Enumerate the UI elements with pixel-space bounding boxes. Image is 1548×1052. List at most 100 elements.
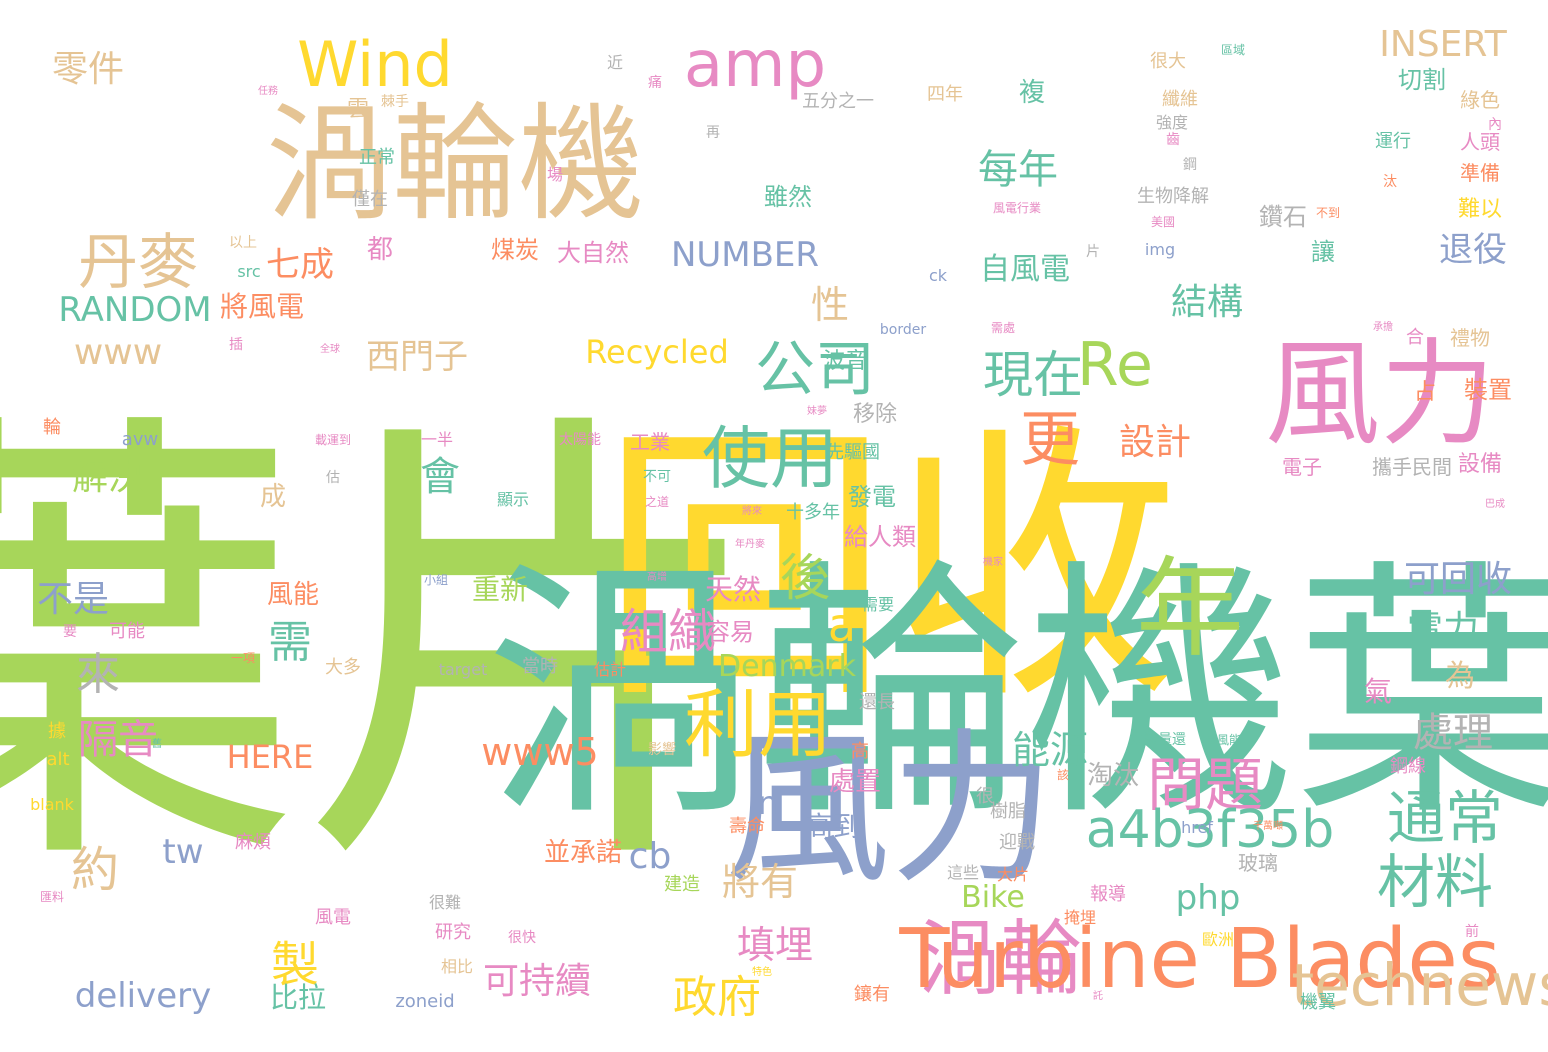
- word: 玻璃: [1238, 851, 1278, 875]
- word: 大自然: [557, 239, 629, 267]
- word: 處理: [1413, 710, 1493, 756]
- word: 難以: [1457, 197, 1503, 222]
- word: 給人類: [844, 523, 916, 551]
- word: 自風電: [980, 252, 1070, 287]
- word: 材料: [1376, 848, 1494, 916]
- word: 場: [546, 165, 564, 184]
- word: 載運到: [314, 433, 352, 447]
- word: 比拉: [269, 981, 327, 1014]
- word: 年丹麥: [735, 539, 765, 550]
- word: 利用: [684, 682, 832, 768]
- word: Wind: [297, 28, 453, 101]
- word: a4b3f35b: [1085, 800, 1335, 860]
- word: 片: [1086, 244, 1100, 260]
- word: 容易: [706, 618, 754, 646]
- word: www5: [481, 730, 599, 774]
- word: 估計: [593, 660, 627, 679]
- word: cb: [628, 836, 672, 877]
- word: 強度: [1155, 113, 1189, 132]
- word: 託: [1093, 991, 1103, 1002]
- word: www: [73, 332, 163, 373]
- word: 移除: [852, 402, 898, 427]
- word: 設備: [1457, 452, 1503, 477]
- word: 退役: [1439, 230, 1507, 270]
- word: 顯示: [496, 490, 530, 509]
- word: 約: [70, 842, 120, 898]
- word: 電力: [1406, 609, 1480, 650]
- word: 複: [1018, 78, 1046, 108]
- word: 機家: [983, 557, 1003, 568]
- word: 機翼: [1300, 992, 1336, 1013]
- word: 很快: [508, 930, 536, 946]
- word: 研究: [435, 922, 471, 943]
- word: 巴成: [1485, 499, 1505, 510]
- word: HERE: [226, 738, 314, 776]
- word: 內: [1488, 117, 1502, 133]
- word: 後: [780, 549, 830, 607]
- word: 結構: [1170, 282, 1244, 323]
- word: 波音: [822, 349, 868, 374]
- word: Turbine Blades: [899, 912, 1501, 1007]
- word: 高到: [804, 810, 862, 843]
- word: 使用: [701, 420, 839, 499]
- word: 重新: [471, 573, 529, 606]
- word: 現在: [983, 346, 1083, 404]
- word: Bike: [961, 880, 1025, 915]
- word: 生物降解: [1137, 186, 1209, 207]
- word: 可回收: [1403, 559, 1513, 600]
- word: 迎戰: [999, 832, 1035, 853]
- word: 高: [851, 741, 869, 762]
- word: 妹夢: [807, 406, 827, 417]
- word: NUMBER: [670, 235, 820, 275]
- word: 七成: [266, 245, 334, 285]
- word: 人頭: [1460, 130, 1500, 154]
- word: 大多: [325, 657, 361, 678]
- word: href: [1181, 818, 1213, 837]
- word: 四年: [927, 84, 963, 105]
- word: 渦輪: [917, 912, 1083, 1007]
- word: 準備: [1460, 161, 1500, 185]
- word: 前: [1465, 924, 1479, 940]
- word: 風力: [1264, 327, 1496, 462]
- word: 安裝量還: [1130, 732, 1186, 748]
- word: 近: [606, 53, 624, 72]
- word: 建造: [664, 874, 700, 895]
- word: RANDOM: [58, 290, 212, 330]
- word: 纖維: [1162, 89, 1198, 110]
- word: 隔音: [78, 717, 158, 763]
- word: ck: [928, 266, 948, 285]
- word: 更: [1020, 405, 1080, 475]
- word: 切割: [1398, 66, 1446, 94]
- word: 麻煩: [235, 832, 271, 853]
- word: 要: [63, 624, 77, 640]
- word: Denmark: [718, 649, 856, 684]
- word: 汰: [1383, 174, 1397, 190]
- word: 讓: [1311, 238, 1335, 266]
- word: 來: [76, 649, 120, 700]
- word: 攜手民間: [1372, 455, 1452, 479]
- word: 運行: [1375, 131, 1411, 152]
- word: 舊: [152, 739, 162, 750]
- word: 很: [976, 786, 994, 807]
- word: blank: [30, 795, 74, 814]
- word: 特色: [752, 967, 772, 978]
- word: 據: [48, 721, 66, 742]
- word: 還長: [859, 692, 895, 713]
- word: 每年: [978, 147, 1058, 193]
- word: 高增: [647, 572, 667, 583]
- word: 不是: [36, 579, 110, 620]
- word: 之道: [644, 495, 670, 509]
- word: Re: [1077, 330, 1153, 400]
- word: 輪: [43, 417, 61, 438]
- word: 渦輪機: [266, 91, 644, 238]
- word: 發電: [848, 483, 896, 511]
- word: 解決: [71, 457, 145, 498]
- word: 承擔: [1373, 322, 1393, 333]
- word: 棘手: [381, 94, 409, 110]
- word: 該: [1056, 768, 1070, 782]
- word: 性: [810, 283, 850, 327]
- word: n: [757, 784, 779, 822]
- word: 區域: [1220, 43, 1246, 57]
- word: 需處: [990, 321, 1016, 335]
